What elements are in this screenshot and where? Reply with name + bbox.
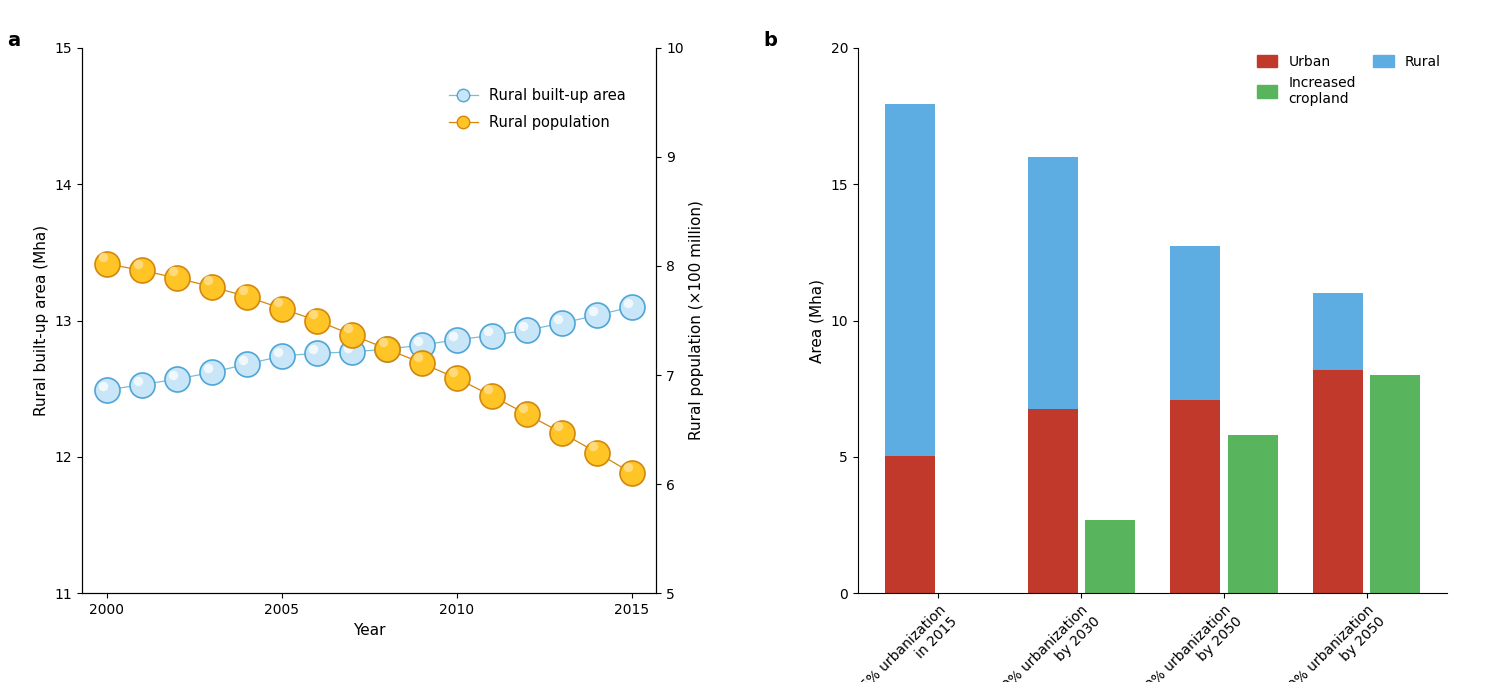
Y-axis label: Rural population (×100 million): Rural population (×100 million) xyxy=(689,201,704,441)
Legend: Urban, Increased
cropland, Rural: Urban, Increased cropland, Rural xyxy=(1250,49,1446,111)
Y-axis label: Area (Mha): Area (Mha) xyxy=(810,278,825,363)
Bar xyxy=(1170,246,1220,400)
Text: b: b xyxy=(764,31,777,50)
Bar xyxy=(885,456,934,593)
X-axis label: Year: Year xyxy=(354,623,385,638)
Bar xyxy=(1228,435,1277,593)
Bar xyxy=(1371,375,1420,593)
Y-axis label: Rural built-up area (Mha): Rural built-up area (Mha) xyxy=(34,225,49,416)
Legend: Rural built-up area, Rural population: Rural built-up area, Rural population xyxy=(443,83,633,136)
Bar xyxy=(1313,370,1364,593)
Text: a: a xyxy=(7,31,21,50)
Bar xyxy=(885,104,934,456)
Bar xyxy=(1085,520,1135,593)
Bar xyxy=(1028,409,1077,593)
Bar xyxy=(1313,293,1364,370)
Bar xyxy=(1170,400,1220,593)
Bar xyxy=(1028,157,1077,409)
